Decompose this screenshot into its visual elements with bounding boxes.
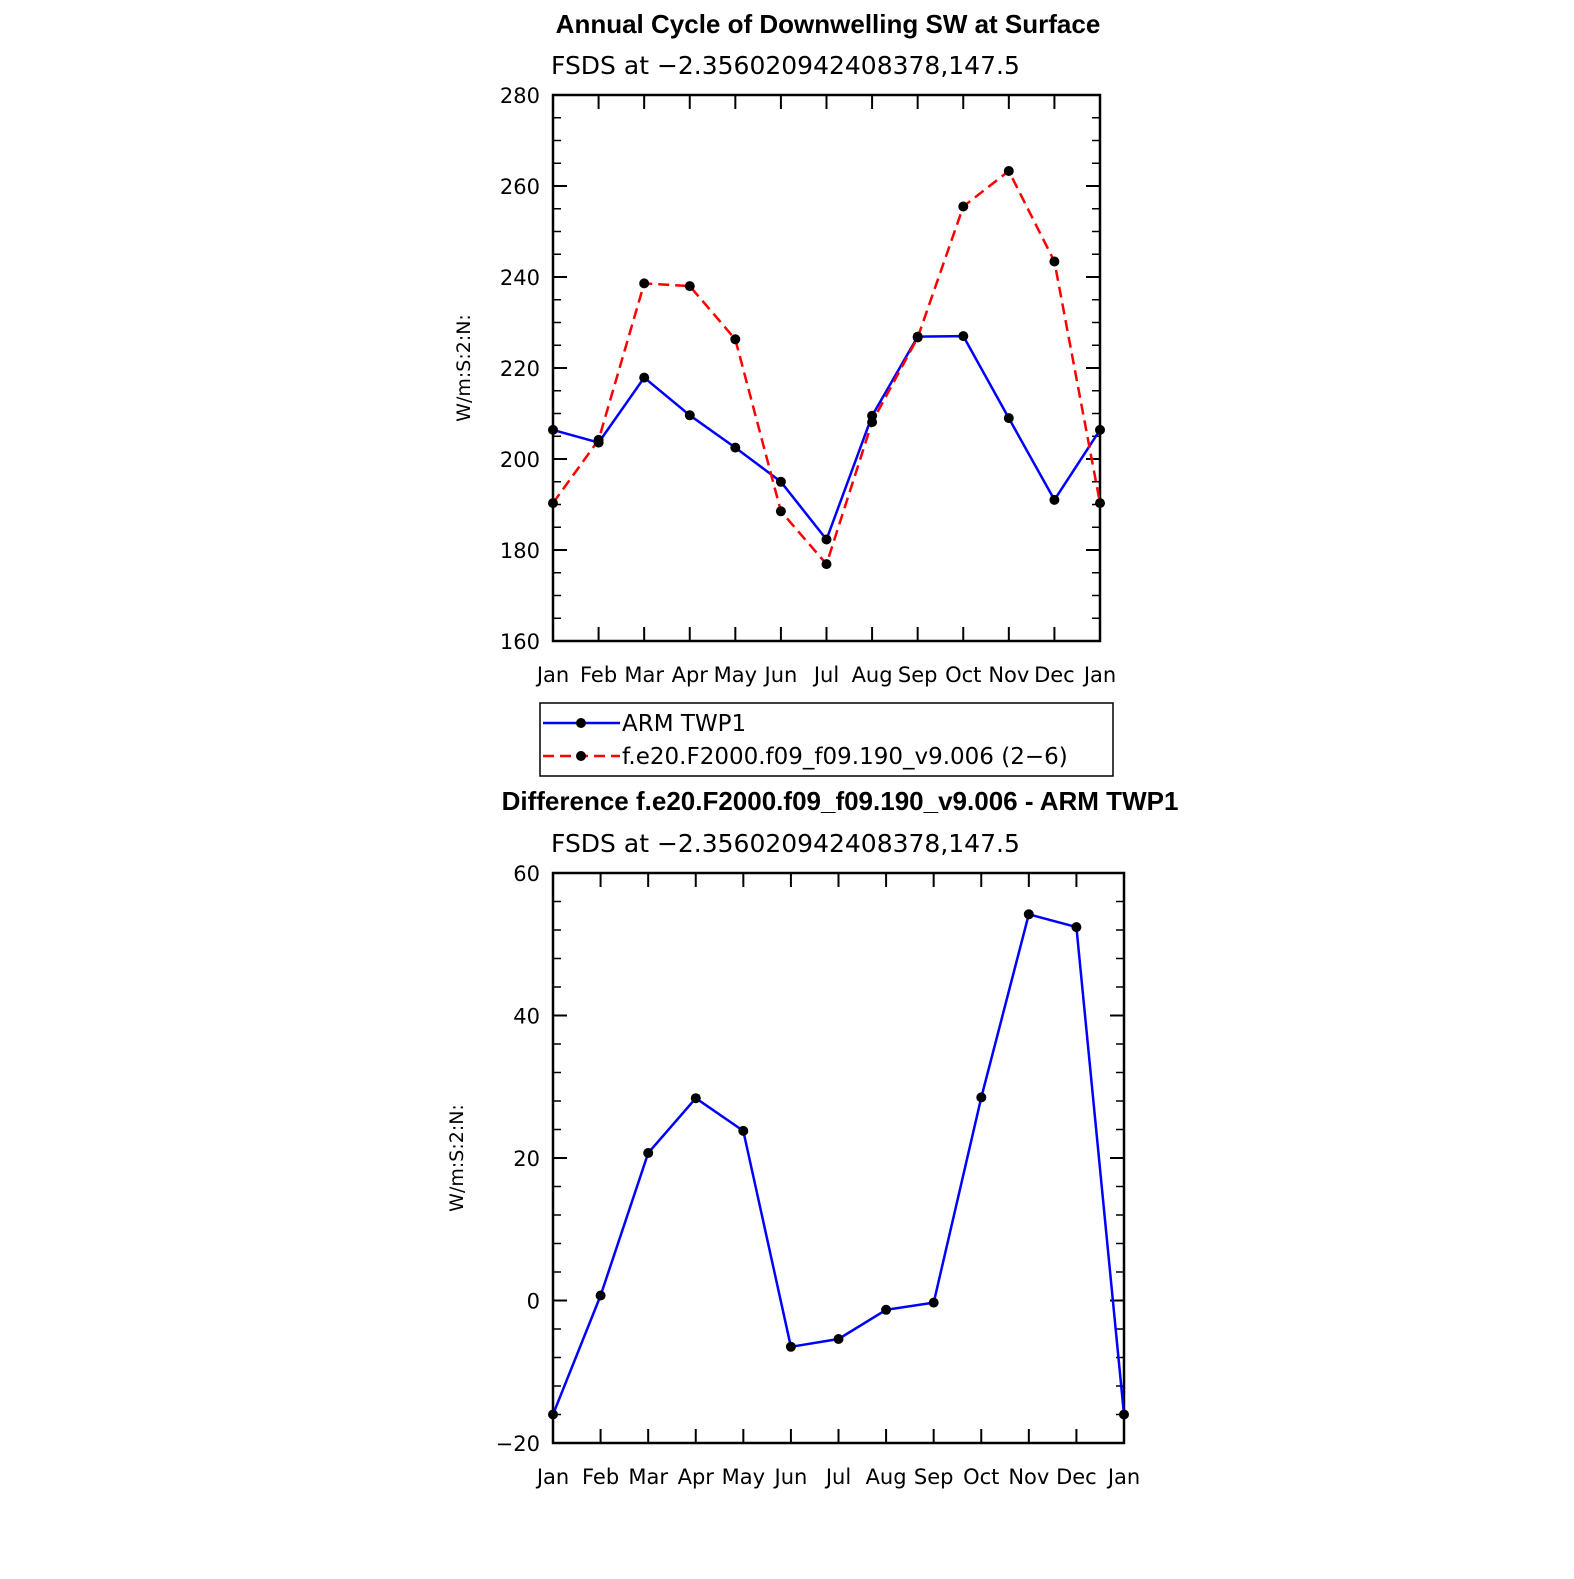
x-tick-label: Jul xyxy=(812,663,839,687)
y-tick-label: 180 xyxy=(500,539,540,563)
data-point-0-5 xyxy=(785,1341,796,1352)
x-tick-label: Aug xyxy=(866,1465,907,1489)
y-tick-label: 60 xyxy=(513,862,540,886)
series-layer xyxy=(548,166,1105,570)
chart-subtitle: FSDS at −2.356020942408378,147.5 xyxy=(551,829,1020,858)
data-point-0-11 xyxy=(1049,494,1060,505)
data-point-0-8 xyxy=(928,1297,939,1308)
y-tick-label: 20 xyxy=(513,1147,540,1171)
y-tick-label: 160 xyxy=(500,630,540,654)
data-point-1-8 xyxy=(912,332,923,343)
data-point-0-4 xyxy=(738,1125,749,1136)
y-ticks: −20 0 20 40 60 xyxy=(496,862,1124,1456)
data-point-0-2 xyxy=(643,1148,654,1158)
legend-label-arm-twp1: ARM TWP1 xyxy=(622,711,746,737)
data-point-1-5 xyxy=(775,506,786,517)
legend-label-model: f.e20.F2000.f09_f09.190_v9.006 (2−6) xyxy=(622,744,1068,770)
data-point-0-0 xyxy=(548,1409,558,1420)
data-point-1-4 xyxy=(730,334,741,345)
data-point-0-0 xyxy=(548,424,558,435)
data-point-1-6 xyxy=(821,559,832,570)
x-tick-label: Oct xyxy=(963,1465,999,1489)
legend: ARM TWP1 f.e20.F2000.f09_f09.190_v9.006 … xyxy=(539,702,1114,777)
x-tick-label: Apr xyxy=(672,663,709,687)
x-ticks: Jan Feb Mar Apr May Jun Jul Aug Sep Oct Nov Dec Jan xyxy=(535,95,1116,687)
data-point-0-12 xyxy=(1095,424,1105,435)
data-point-0-4 xyxy=(730,442,741,453)
data-point-0-9 xyxy=(958,331,969,342)
data-point-1-9 xyxy=(958,201,969,212)
data-point-0-3 xyxy=(690,1093,701,1104)
chart-title: Difference f.e20.F2000.f09_f09.190_v9.00… xyxy=(502,786,1179,816)
chart-subtitle: FSDS at −2.356020942408378,147.5 xyxy=(551,51,1020,80)
legend-marker-model xyxy=(576,751,586,761)
series-line-1 xyxy=(551,169,1102,566)
data-point-0-6 xyxy=(821,534,832,545)
x-tick-label: Jun xyxy=(773,1465,808,1489)
x-tick-label: Jul xyxy=(824,1465,851,1489)
x-tick-label: Jun xyxy=(763,663,798,687)
x-tick-label: Jan xyxy=(1106,1465,1140,1489)
data-point-0-1 xyxy=(595,1290,606,1301)
legend-marker-arm-twp1 xyxy=(576,718,586,728)
data-point-1-10 xyxy=(1003,166,1014,176)
x-tick-label: Mar xyxy=(624,663,664,687)
x-tick-label: May xyxy=(714,663,757,687)
x-tick-label: Oct xyxy=(945,663,981,687)
y-tick-label: 40 xyxy=(513,1005,540,1029)
x-tick-label: Feb xyxy=(580,663,617,687)
data-point-1-3 xyxy=(684,281,695,292)
x-tick-label: Jan xyxy=(535,1465,569,1489)
legend-box xyxy=(539,702,1114,777)
data-point-0-10 xyxy=(1023,909,1034,920)
chart-difference: Difference f.e20.F2000.f09_f09.190_v9.00… xyxy=(446,786,1178,1489)
series-line-0 xyxy=(552,334,1102,541)
y-tick-label: 220 xyxy=(500,357,540,381)
x-tick-label: Apr xyxy=(678,1465,715,1489)
y-tick-label: 240 xyxy=(500,266,540,290)
data-point-1-1 xyxy=(593,434,604,445)
x-tick-label: Nov xyxy=(988,663,1029,687)
y-axis-label: W/m:S:2:N: xyxy=(453,314,475,422)
plot-frame xyxy=(551,871,1126,1445)
x-tick-label: Jan xyxy=(1082,663,1116,687)
y-ticks: 160 180 200 220 240 260 280 xyxy=(500,84,1100,654)
y-tick-label: −20 xyxy=(496,1432,540,1456)
data-point-0-11 xyxy=(1071,922,1082,933)
x-tick-label: Dec xyxy=(1056,1465,1097,1489)
x-ticks: Jan Feb Mar Apr May Jun Jul Aug Sep Oct Nov Dec Jan xyxy=(535,873,1140,1489)
y-tick-label: 260 xyxy=(500,175,540,199)
x-tick-label: Mar xyxy=(628,1465,668,1489)
chart-title: Annual Cycle of Downwelling SW at Surfac… xyxy=(556,9,1101,39)
data-point-0-6 xyxy=(833,1334,844,1344)
x-tick-label: Feb xyxy=(582,1465,619,1489)
chart-annual-cycle: Annual Cycle of Downwelling SW at Surfac… xyxy=(453,9,1116,777)
series-layer xyxy=(548,909,1129,1420)
data-point-0-5 xyxy=(775,476,786,487)
y-tick-label: 200 xyxy=(500,448,540,472)
data-point-0-10 xyxy=(1003,413,1014,424)
x-tick-label: Sep xyxy=(914,1465,954,1489)
x-tick-label: Aug xyxy=(852,663,893,687)
data-point-1-0 xyxy=(548,498,558,509)
x-tick-label: Jan xyxy=(535,663,569,687)
data-point-0-3 xyxy=(684,410,695,421)
y-axis-label: W/m:S:2:N: xyxy=(446,1104,468,1212)
data-point-1-12 xyxy=(1095,498,1105,509)
y-tick-label: 280 xyxy=(500,84,540,108)
data-point-0-9 xyxy=(976,1092,987,1103)
data-point-1-11 xyxy=(1049,256,1060,267)
y-tick-label: 0 xyxy=(527,1290,540,1314)
x-tick-label: Nov xyxy=(1008,1465,1049,1489)
data-point-0-2 xyxy=(639,372,650,383)
x-tick-label: May xyxy=(722,1465,765,1489)
data-point-1-7 xyxy=(867,417,878,428)
data-point-0-12 xyxy=(1119,1409,1129,1420)
data-point-1-2 xyxy=(639,278,650,289)
data-point-0-7 xyxy=(881,1304,892,1315)
x-tick-label: Sep xyxy=(898,663,938,687)
x-tick-label: Dec xyxy=(1034,663,1075,687)
